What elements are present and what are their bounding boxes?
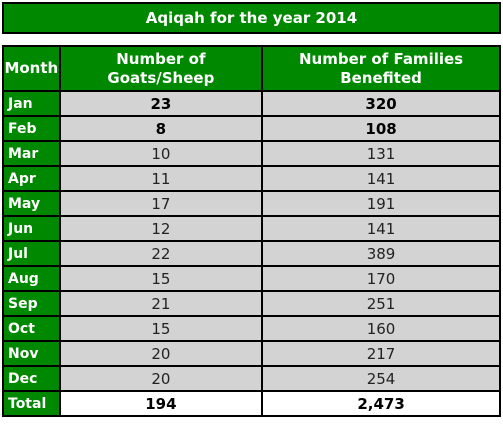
month-cell: Apr xyxy=(4,167,59,190)
table-title: Aqiqah for the year 2014 xyxy=(4,4,499,32)
month-cell: Oct xyxy=(4,317,59,340)
table-row: Oct 15 160 xyxy=(4,317,499,340)
month-cell: Feb xyxy=(4,117,59,140)
families-cell: 170 xyxy=(263,267,499,290)
families-cell: 160 xyxy=(263,317,499,340)
total-families: 2,473 xyxy=(263,392,499,415)
families-cell: 141 xyxy=(263,167,499,190)
table-row: Feb 8 108 xyxy=(4,117,499,140)
families-cell: 217 xyxy=(263,342,499,365)
header-families: Number of Families Benefited xyxy=(263,47,499,90)
month-cell: Nov xyxy=(4,342,59,365)
goats-cell: 20 xyxy=(60,342,262,365)
month-cell: Mar xyxy=(4,142,59,165)
families-cell: 108 xyxy=(263,117,499,140)
table-row: Jun 12 141 xyxy=(4,217,499,240)
families-cell: 191 xyxy=(263,192,499,215)
month-cell: May xyxy=(4,192,59,215)
month-cell: Jan xyxy=(4,92,59,115)
table-row: Mar 10 131 xyxy=(4,142,499,165)
goats-cell: 15 xyxy=(60,317,262,340)
families-cell: 251 xyxy=(263,292,499,315)
families-cell: 389 xyxy=(263,242,499,265)
header-row: Month Number of Goats/Sheep Number of Fa… xyxy=(4,47,499,90)
table-row: Dec 20 254 xyxy=(4,367,499,390)
aqiqah-table: Month Number of Goats/Sheep Number of Fa… xyxy=(2,45,501,417)
month-cell: Dec xyxy=(4,367,59,390)
total-goats: 194 xyxy=(60,392,262,415)
goats-cell: 20 xyxy=(60,367,262,390)
total-row: Total 194 2,473 xyxy=(4,392,499,415)
families-cell: 141 xyxy=(263,217,499,240)
table-row: Apr 11 141 xyxy=(4,167,499,190)
goats-cell: 21 xyxy=(60,292,262,315)
goats-cell: 8 xyxy=(60,117,262,140)
families-cell: 254 xyxy=(263,367,499,390)
families-cell: 320 xyxy=(263,92,499,115)
header-goats: Number of Goats/Sheep xyxy=(60,47,262,90)
table-row: May 17 191 xyxy=(4,192,499,215)
header-month: Month xyxy=(4,47,59,90)
goats-cell: 23 xyxy=(60,92,262,115)
total-label: Total xyxy=(4,392,59,415)
families-cell: 131 xyxy=(263,142,499,165)
goats-cell: 17 xyxy=(60,192,262,215)
month-cell: Aug xyxy=(4,267,59,290)
table-row: Jul 22 389 xyxy=(4,242,499,265)
month-cell: Jul xyxy=(4,242,59,265)
table-row: Aug 15 170 xyxy=(4,267,499,290)
month-cell: Jun xyxy=(4,217,59,240)
table-row: Sep 21 251 xyxy=(4,292,499,315)
goats-cell: 10 xyxy=(60,142,262,165)
goats-cell: 15 xyxy=(60,267,262,290)
month-cell: Sep xyxy=(4,292,59,315)
goats-cell: 22 xyxy=(60,242,262,265)
table-row: Jan 23 320 xyxy=(4,92,499,115)
goats-cell: 11 xyxy=(60,167,262,190)
goats-cell: 12 xyxy=(60,217,262,240)
table-row: Nov 20 217 xyxy=(4,342,499,365)
title-box: Aqiqah for the year 2014 xyxy=(2,2,501,34)
